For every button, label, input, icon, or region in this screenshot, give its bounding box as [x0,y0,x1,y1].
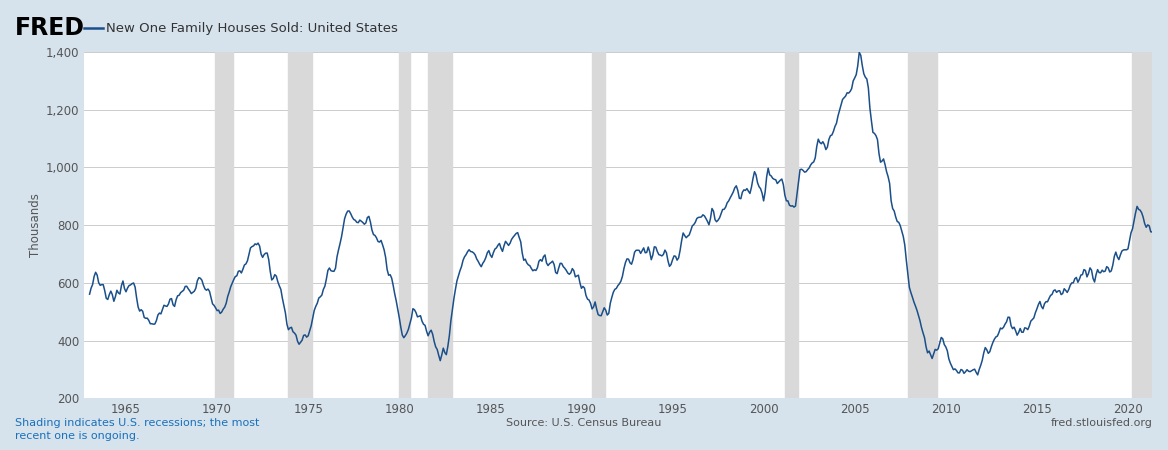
Text: New One Family Houses Sold: United States: New One Family Houses Sold: United State… [106,22,398,35]
Y-axis label: Thousands: Thousands [28,193,42,257]
Bar [215,52,234,398]
Bar [592,52,605,398]
Text: FRED: FRED [15,17,85,40]
Text: fred.stlouisfed.org: fred.stlouisfed.org [1051,418,1153,428]
Bar [908,52,937,398]
Bar [785,52,798,398]
Bar [429,52,452,398]
Bar [288,52,312,398]
Text: Source: U.S. Census Bureau: Source: U.S. Census Bureau [506,418,662,428]
Bar [399,52,410,398]
Bar [1132,52,1152,398]
Text: Shading indicates U.S. recessions; the most
recent one is ongoing.: Shading indicates U.S. recessions; the m… [15,418,259,441]
